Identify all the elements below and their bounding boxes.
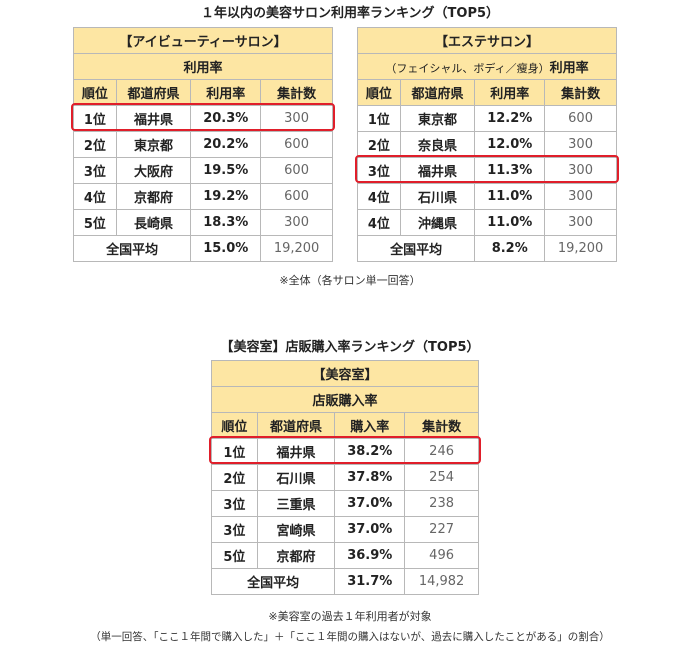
table-row: 4位 沖縄県 11.0% 300 <box>357 209 617 236</box>
table-metric: 利用率 <box>73 53 333 80</box>
esthe-ranking-table: 【エステサロン】 （フェイシャル、ボディ／瘦身）利用率 順位 都道府県 利用率 … <box>356 27 617 262</box>
highlight-box <box>71 103 335 131</box>
table-row: 4位 京都府 19.2% 600 <box>73 183 333 210</box>
eyebeauty-ranking-table: 【アイビューティーサロン】 利用率 順位 都道府県 利用率 集計数 1位 福井県 2… <box>72 27 333 262</box>
col-pref: 都道府県 <box>256 412 336 439</box>
col-pref: 都道府県 <box>115 79 192 106</box>
col-count: 集計数 <box>260 79 333 106</box>
highlight-box <box>209 436 481 464</box>
table-row: 1位 福井県 20.3% 300 <box>73 105 333 132</box>
table-metric: 店販購入率 <box>211 386 479 413</box>
col-rate: 購入率 <box>334 412 406 439</box>
col-rank: 順位 <box>73 79 117 106</box>
col-rate: 利用率 <box>474 79 546 106</box>
average-row: 全国平均 8.2% 19,200 <box>356 235 617 262</box>
col-pref: 都道府県 <box>399 79 476 106</box>
note-target: ※美容室の過去１年利用者が対象 <box>268 610 432 623</box>
col-rate: 利用率 <box>190 79 262 106</box>
table-row: 2位 東京都 20.2% 600 <box>73 131 333 158</box>
col-count: 集計数 <box>404 412 479 439</box>
average-row: 全国平均 15.0% 19,200 <box>72 235 333 262</box>
table-row: 2位 奈良県 12.0% 300 <box>357 131 617 158</box>
table-category: 【エステサロン】 <box>357 27 617 54</box>
table-row: 1位 福井県 38.2% 246 <box>211 438 479 465</box>
table-row: 4位 石川県 11.0% 300 <box>357 183 617 210</box>
table-metric: （フェイシャル、ボディ／瘦身）利用率 <box>357 53 617 80</box>
table-category: 【アイビューティーサロン】 <box>73 27 333 54</box>
col-rank: 順位 <box>357 79 401 106</box>
note-definition: （単一回答、「ここ１年間で購入した」＋「ここ１年間の購入はないが、過去に購入した… <box>90 631 610 643</box>
table-category: 【美容室】 <box>211 360 479 387</box>
table-row: 5位 長崎県 18.3% 300 <box>73 209 333 236</box>
salon-ranking-table: 【美容室】 店販購入率 順位 都道府県 購入率 集計数 1位 福井県 38.2% 24… <box>210 360 479 595</box>
table-row: 3位 三重県 37.0% 238 <box>211 490 479 517</box>
col-rank: 順位 <box>211 412 258 439</box>
table-row: 1位 東京都 12.2% 600 <box>357 105 617 132</box>
table-row: 5位 京都府 36.9% 496 <box>211 542 479 569</box>
table-row: 3位 宮崎県 37.0% 227 <box>211 516 479 543</box>
average-row: 全国平均 31.7% 14,982 <box>210 568 479 595</box>
col-count: 集計数 <box>544 79 617 106</box>
note-overall: ※全体（各サロン単一回答） <box>279 274 421 287</box>
section-title: 【美容室】店販購入率ランキング（TOP5） <box>220 340 480 355</box>
table-row: 2位 石川県 37.8% 254 <box>211 464 479 491</box>
highlight-box <box>355 155 619 183</box>
table-row: 3位 大阪府 19.5% 600 <box>73 157 333 184</box>
table-row: 3位 福井県 11.3% 300 <box>357 157 617 184</box>
main-title: １年以内の美容サロン利用率ランキング（TOP5） <box>200 6 500 21</box>
